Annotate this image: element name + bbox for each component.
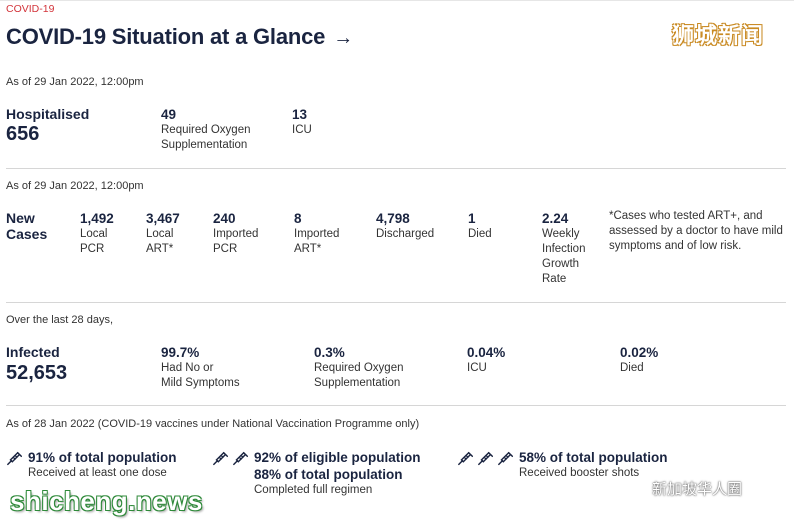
stat-local-pcr: 1,492 Local PCR	[80, 211, 114, 255]
wechat-icon	[617, 478, 643, 498]
syringe-icon	[498, 451, 514, 466]
syringe-icons	[6, 450, 24, 481]
syringe-icons	[212, 450, 250, 498]
syringe-icon	[478, 451, 494, 466]
divider	[6, 168, 786, 169]
hospitalised-label: Hospitalised	[6, 106, 90, 122]
divider	[6, 302, 786, 303]
stat-growth-rate: 2.24 Weekly Infection Growth Rate	[542, 211, 586, 285]
page-title[interactable]: COVID-19 Situation at a Glance →	[6, 24, 353, 50]
art-footnote: *Cases who tested ART+, and assessed by …	[609, 210, 783, 252]
stat-imported-art: 8 Imported ART*	[294, 211, 340, 255]
stat-died-pct: 0.02% Died	[620, 345, 659, 374]
page-title-text: COVID-19 Situation at a Glance	[6, 24, 326, 49]
vaccination-asof: As of 28 Jan 2022 (COVID-19 vaccines und…	[6, 418, 420, 430]
vax-full-regimen: 92% of eligible population 88% of total …	[212, 449, 421, 498]
stat-oxygen: 49 Required Oxygen Supplementation	[161, 107, 251, 151]
watermark-wechat: 新加坡华人圈	[616, 477, 742, 499]
stat-died: 1 Died	[468, 211, 492, 240]
watermark-cn: 狮城新闻	[672, 23, 765, 48]
syringe-icon	[213, 451, 229, 466]
new-cases-label: New Cases	[6, 210, 48, 242]
stat-icu-pct: 0.04% ICU	[467, 345, 506, 374]
brand-label: COVID-19	[6, 3, 55, 15]
syringe-icons	[457, 450, 515, 481]
infected-label: Infected	[6, 344, 60, 360]
vax-one-dose: 91% of total population Received at leas…	[6, 449, 177, 481]
infected-total: 52,653	[6, 362, 68, 384]
watermark-en: shicheng.news	[10, 486, 203, 516]
infected-asof: Over the last 28 days,	[6, 314, 113, 326]
hospitalised-total: 656	[6, 123, 40, 145]
hospital-asof: As of 29 Jan 2022, 12:00pm	[6, 76, 144, 88]
syringe-icon	[7, 451, 23, 466]
stat-discharged: 4,798 Discharged	[376, 211, 435, 240]
cases-asof: As of 29 Jan 2022, 12:00pm	[6, 180, 144, 192]
stat-local-art: 3,467 Local ART*	[146, 211, 180, 255]
stat-icu: 13 ICU	[292, 107, 312, 136]
divider	[6, 405, 786, 406]
syringe-icon	[458, 451, 474, 466]
stat-imported-pcr: 240 Imported PCR	[213, 211, 259, 255]
vax-booster: 58% of total population Received booster…	[457, 449, 668, 481]
syringe-icon	[233, 451, 249, 466]
stat-oxygen-pct: 0.3% Required Oxygen Supplementation	[314, 345, 404, 389]
top-border	[0, 0, 794, 1]
arrow-right-icon: →	[333, 27, 354, 49]
stat-mild: 99.7% Had No or Mild Symptoms	[161, 345, 240, 389]
